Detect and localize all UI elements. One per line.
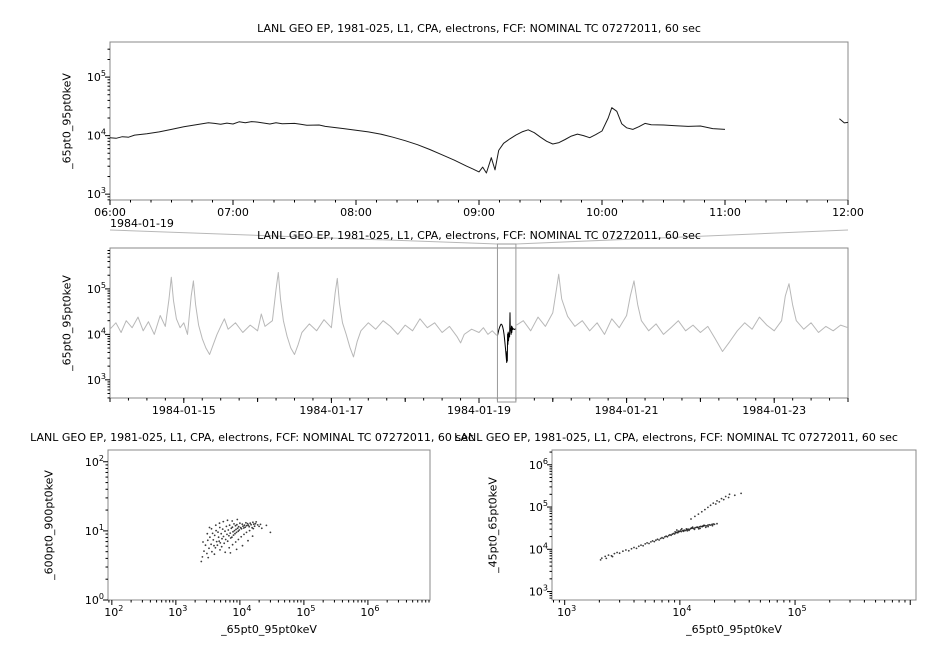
- svg-text:104: 104: [87, 326, 106, 341]
- svg-text:102: 102: [104, 604, 123, 619]
- context-date-label: 1984-01-19: [110, 217, 174, 230]
- svg-text:1984-01-21: 1984-01-21: [595, 404, 659, 417]
- context_timeseries-context: [109, 272, 849, 358]
- svg-text:105: 105: [296, 604, 315, 619]
- plot-scatter_45_65[interactable]: 103 104 105 103 104 105 106: [529, 449, 917, 619]
- svg-text:12:00: 12:00: [832, 206, 864, 219]
- y-axis-label-context: _65pt0_95pt0keV: [60, 275, 74, 371]
- chart-title-scatter-right: LANL GEO EP, 1981-025, L1, CPA, electron…: [454, 431, 898, 444]
- plot-scatter_600_900[interactable]: 102 103 104 105 106 100 101 102: [85, 449, 431, 619]
- svg-text:101: 101: [85, 523, 104, 538]
- svg-text:09:00: 09:00: [463, 206, 495, 219]
- svg-text:105: 105: [788, 604, 807, 619]
- x-axis-label-scatter-right: _65pt0_95pt0keV: [686, 623, 782, 636]
- svg-text:105: 105: [87, 281, 106, 296]
- svg-text:103: 103: [87, 372, 106, 387]
- svg-text:106: 106: [529, 457, 548, 472]
- zoom-connector-left: [109, 229, 498, 245]
- y-axis-label-scatter-right: _45pt0_65pt0keV: [486, 477, 500, 573]
- svg-text:105: 105: [87, 69, 106, 84]
- svg-text:11:00: 11:00: [709, 206, 741, 219]
- chart-title-context: LANL GEO EP, 1981-025, L1, CPA, electron…: [257, 229, 701, 242]
- context_timeseries-highlight: [496, 312, 517, 363]
- zoom-selection-box[interactable]: [496, 243, 517, 403]
- svg-text:10:00: 10:00: [586, 206, 618, 219]
- svg-text:1984-01-19: 1984-01-19: [447, 404, 511, 417]
- chart-title-scatter-left: LANL GEO EP, 1981-025, L1, CPA, electron…: [30, 431, 474, 444]
- zoom-connector-right: [515, 229, 849, 245]
- svg-text:106: 106: [360, 604, 379, 619]
- svg-text:104: 104: [529, 541, 548, 556]
- detail_timeseries-electrons-65-95keV: [109, 107, 849, 174]
- svg-text:06:00: 06:00: [94, 206, 126, 219]
- svg-text:08:00: 08:00: [340, 206, 372, 219]
- svg-text:07:00: 07:00: [217, 206, 249, 219]
- svg-text:105: 105: [529, 499, 548, 514]
- plot-context_timeseries[interactable]: 1984-01-15 1984-01-17 1984-01-19 1984-01-21…: [87, 247, 849, 417]
- svg-text:103: 103: [557, 604, 576, 619]
- svg-text:104: 104: [232, 604, 251, 619]
- svg-text:104: 104: [87, 128, 106, 143]
- plot-detail_timeseries[interactable]: 06:00 07:00 08:00 09:00 10:00 11:00 12:00 103 10…: [87, 41, 864, 219]
- svg-text:102: 102: [85, 454, 104, 469]
- svg-text:103: 103: [168, 604, 187, 619]
- svg-text:1984-01-15: 1984-01-15: [152, 404, 216, 417]
- svg-text:103: 103: [87, 186, 106, 201]
- svg-text:1984-01-23: 1984-01-23: [742, 404, 806, 417]
- svg-text:100: 100: [85, 592, 104, 607]
- svg-text:103: 103: [529, 584, 548, 599]
- svg-text:1984-01-17: 1984-01-17: [299, 404, 363, 417]
- chart-title-detail: LANL GEO EP, 1981-025, L1, CPA, electron…: [257, 22, 701, 35]
- svg-text:104: 104: [672, 604, 691, 619]
- y-axis-label-scatter-left: _600pt0_900pt0keV: [42, 470, 56, 580]
- y-axis-label-detail: _65pt0_95pt0keV: [60, 73, 74, 169]
- x-axis-label-scatter-left: _65pt0_95pt0keV: [221, 623, 317, 636]
